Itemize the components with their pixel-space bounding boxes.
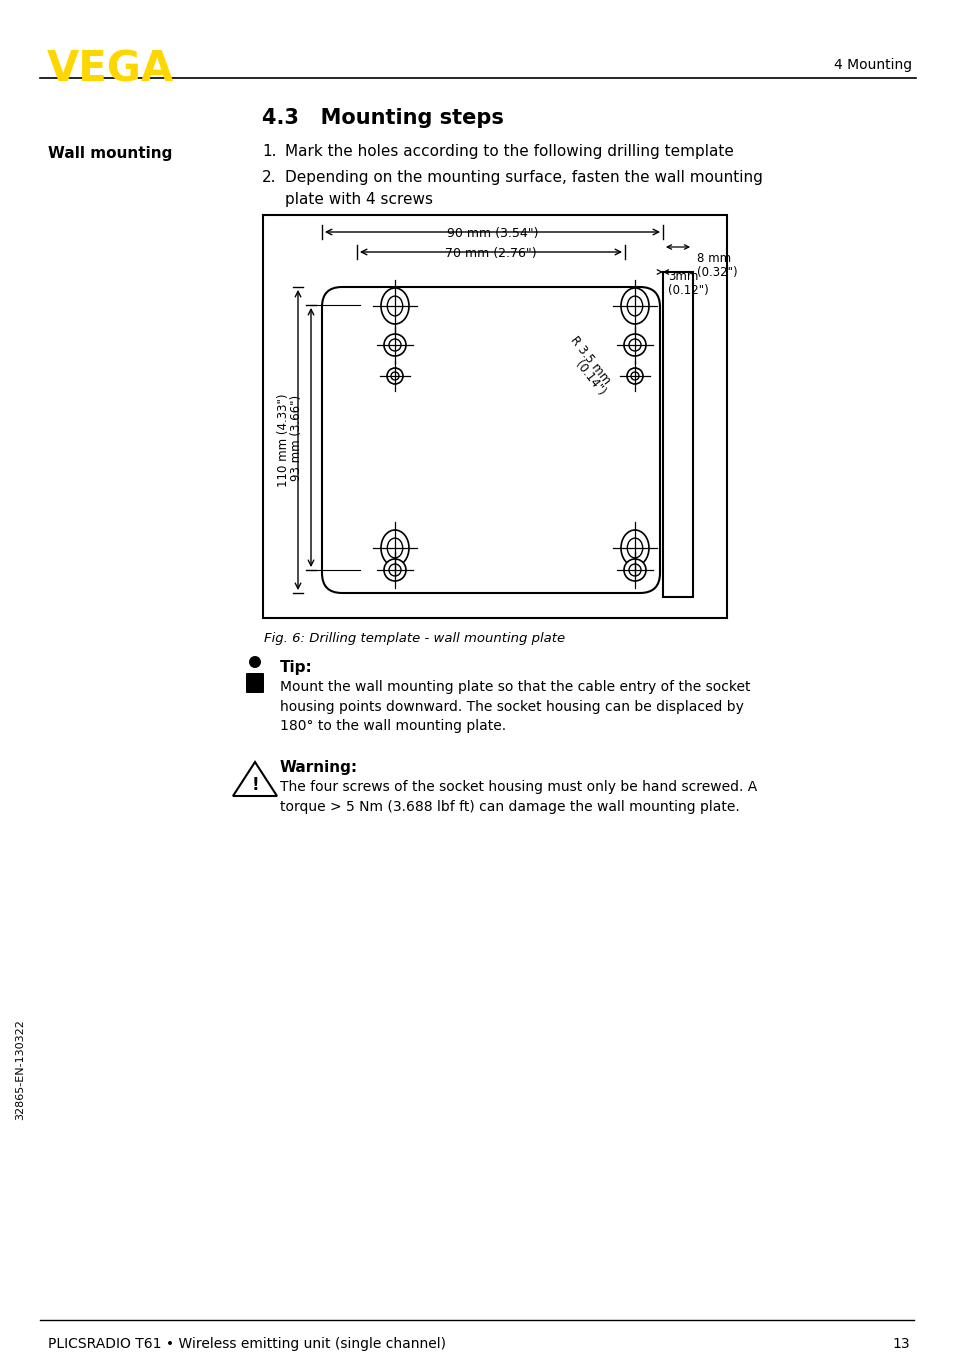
Ellipse shape <box>627 538 642 558</box>
Text: (0.14"): (0.14") <box>572 357 607 398</box>
Text: R 3.5 mm: R 3.5 mm <box>567 333 613 386</box>
Text: plate with 4 screws: plate with 4 screws <box>285 192 433 207</box>
Text: 8 mm: 8 mm <box>697 252 730 265</box>
Bar <box>662 272 692 597</box>
Text: 32865-EN-130322: 32865-EN-130322 <box>15 1020 25 1121</box>
Ellipse shape <box>620 288 648 324</box>
Text: 13: 13 <box>891 1336 909 1351</box>
Text: 1.: 1. <box>262 144 276 158</box>
Circle shape <box>387 368 402 385</box>
Polygon shape <box>233 762 276 796</box>
Text: Warning:: Warning: <box>280 760 357 774</box>
Circle shape <box>389 338 400 351</box>
Circle shape <box>630 372 639 380</box>
FancyBboxPatch shape <box>246 673 264 693</box>
Text: !: ! <box>251 776 258 793</box>
Ellipse shape <box>387 538 402 558</box>
Text: PLICSRADIO T61 • Wireless emitting unit (single channel): PLICSRADIO T61 • Wireless emitting unit … <box>48 1336 446 1351</box>
FancyBboxPatch shape <box>322 287 659 593</box>
Circle shape <box>249 655 261 668</box>
Text: 3mm: 3mm <box>667 269 698 283</box>
Circle shape <box>623 334 645 356</box>
Ellipse shape <box>380 529 409 566</box>
Text: 93 mm (3.66"): 93 mm (3.66") <box>290 394 303 481</box>
Bar <box>263 215 726 617</box>
Text: Tip:: Tip: <box>280 659 313 676</box>
Circle shape <box>623 559 645 581</box>
Circle shape <box>384 559 406 581</box>
Text: Depending on the mounting surface, fasten the wall mounting: Depending on the mounting surface, faste… <box>285 171 762 185</box>
Ellipse shape <box>380 288 409 324</box>
Text: 90 mm (3.54"): 90 mm (3.54") <box>446 227 537 240</box>
Circle shape <box>389 565 400 575</box>
Text: Wall mounting: Wall mounting <box>48 146 172 161</box>
Text: Fig. 6: Drilling template - wall mounting plate: Fig. 6: Drilling template - wall mountin… <box>264 632 564 645</box>
Circle shape <box>628 338 640 351</box>
Ellipse shape <box>627 297 642 315</box>
Text: 4 Mounting: 4 Mounting <box>833 58 911 72</box>
Ellipse shape <box>620 529 648 566</box>
Text: (0.12"): (0.12") <box>667 284 708 297</box>
Text: Mount the wall mounting plate so that the cable entry of the socket
housing poin: Mount the wall mounting plate so that th… <box>280 680 750 733</box>
Text: The four screws of the socket housing must only be hand screwed. A
torque > 5 Nm: The four screws of the socket housing mu… <box>280 780 757 814</box>
Text: 110 mm (4.33"): 110 mm (4.33") <box>276 393 290 486</box>
Circle shape <box>626 368 642 385</box>
Text: Mark the holes according to the following drilling template: Mark the holes according to the followin… <box>285 144 733 158</box>
Text: 70 mm (2.76"): 70 mm (2.76") <box>445 246 537 260</box>
Text: 2.: 2. <box>262 171 276 185</box>
Circle shape <box>628 565 640 575</box>
Circle shape <box>384 334 406 356</box>
Text: 4.3   Mounting steps: 4.3 Mounting steps <box>262 108 503 129</box>
Text: VEGA: VEGA <box>47 47 174 89</box>
Ellipse shape <box>387 297 402 315</box>
Text: (0.32"): (0.32") <box>697 265 737 279</box>
Circle shape <box>391 372 398 380</box>
